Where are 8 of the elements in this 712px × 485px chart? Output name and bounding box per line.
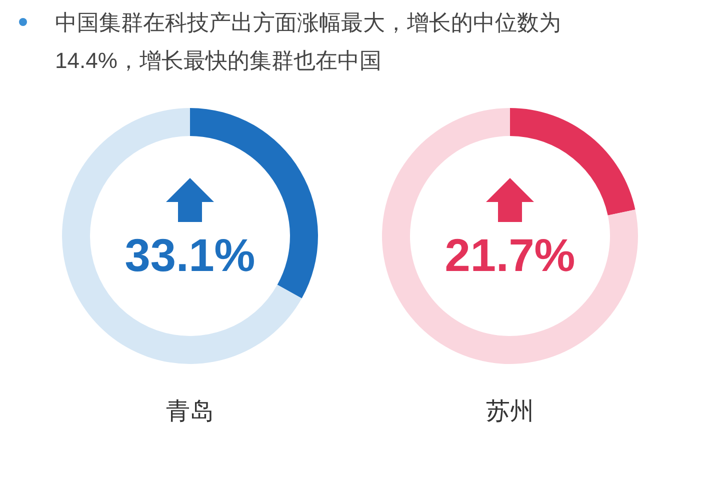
donut-slice — [62, 108, 302, 364]
chart-title: 中国集群在科技产出方面涨幅最大，增长的中位数为14.4%，增长最快的集群也在中国 — [55, 10, 561, 73]
text: 苏州 — [486, 398, 534, 425]
text: 33.1% — [124, 229, 256, 281]
donut-slice — [510, 108, 636, 216]
text: 青岛 — [166, 398, 214, 425]
donut-slice — [382, 108, 638, 364]
text: 21.7% — [444, 229, 576, 281]
